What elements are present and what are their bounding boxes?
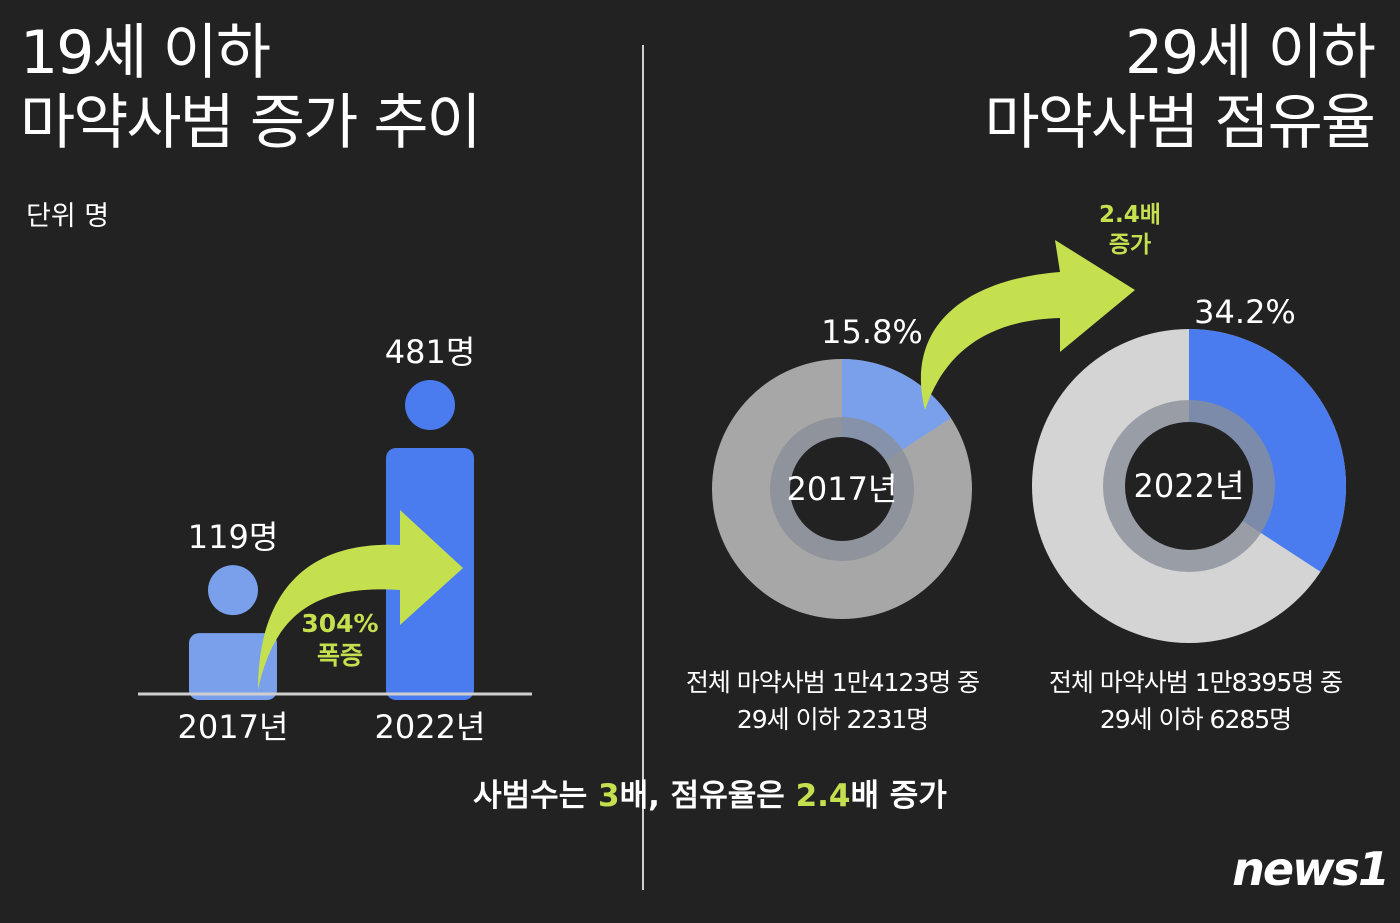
left-title-line1: 19세 이하 — [20, 18, 271, 88]
summary-highlight1: 3 — [598, 778, 620, 814]
donut-value-label: 34.2% — [1194, 293, 1296, 331]
bar-value-label: 119명 — [188, 518, 279, 556]
summary-part1: 사범수는 — [473, 778, 599, 814]
caption-2022-line1: 전체 마약사범 1만8395명 중 — [1048, 668, 1343, 697]
summary: 사범수는 3배, 점유율은 2.4배 증가 — [0, 770, 1400, 815]
person-head-icon — [208, 565, 258, 616]
left-title-line2: 마약사범 증가 추이 — [20, 88, 482, 158]
right-title: 29세 이하 마약사범 점유율 — [984, 18, 1376, 158]
bar-category-label: 2022년 — [375, 708, 486, 746]
bar-value-label: 481명 — [385, 333, 476, 371]
caption-2022-line2: 29세 이하 6285명 — [1099, 705, 1292, 734]
donut-center-label: 2017년 — [787, 470, 898, 508]
share-arrow-label-2: 증가 — [1109, 232, 1151, 258]
donut-charts: 2017년 15.8% 2022년 34.2% — [712, 293, 1347, 643]
caption-2017-line2: 29세 이하 2231명 — [736, 705, 929, 734]
increase-arrow — [258, 510, 463, 690]
summary-highlight2: 2.4 — [795, 778, 851, 814]
person-head-icon — [405, 380, 455, 430]
caption-2022: 전체 마약사범 1만8395명 중 29세 이하 6285명 — [1013, 664, 1378, 738]
bar-chart: 119명 2017년 481명 2022년 — [178, 333, 486, 746]
summary-part2: 배, 점유율은 — [619, 778, 796, 814]
unit-label: 단위 명 — [26, 201, 110, 232]
donut-hole — [790, 437, 894, 541]
bar-category-label: 2017년 — [178, 708, 289, 746]
donut-center-label: 2022년 — [1134, 467, 1245, 505]
news1-logo: news1 — [1232, 842, 1390, 896]
donut-hole — [1125, 422, 1253, 550]
share-arrow-label-1: 2.4배 — [1099, 202, 1161, 228]
caption-2017: 전체 마약사범 1만4123명 중 29세 이하 2231명 — [650, 664, 1015, 738]
left-title: 19세 이하 마약사범 증가 추이 — [20, 18, 482, 158]
share-arrow — [920, 240, 1135, 410]
arrow-label-1: 304% — [301, 609, 378, 638]
summary-part3: 배 증가 — [850, 778, 947, 814]
right-title-line2: 마약사범 점유율 — [984, 88, 1376, 158]
donut-value-label: 15.8% — [821, 313, 923, 351]
caption-2017-line1: 전체 마약사범 1만4123명 중 — [685, 668, 980, 697]
right-title-line1: 29세 이하 — [1124, 18, 1376, 88]
arrow-label-2: 폭증 — [317, 641, 363, 670]
bar-2017년 — [189, 633, 277, 700]
